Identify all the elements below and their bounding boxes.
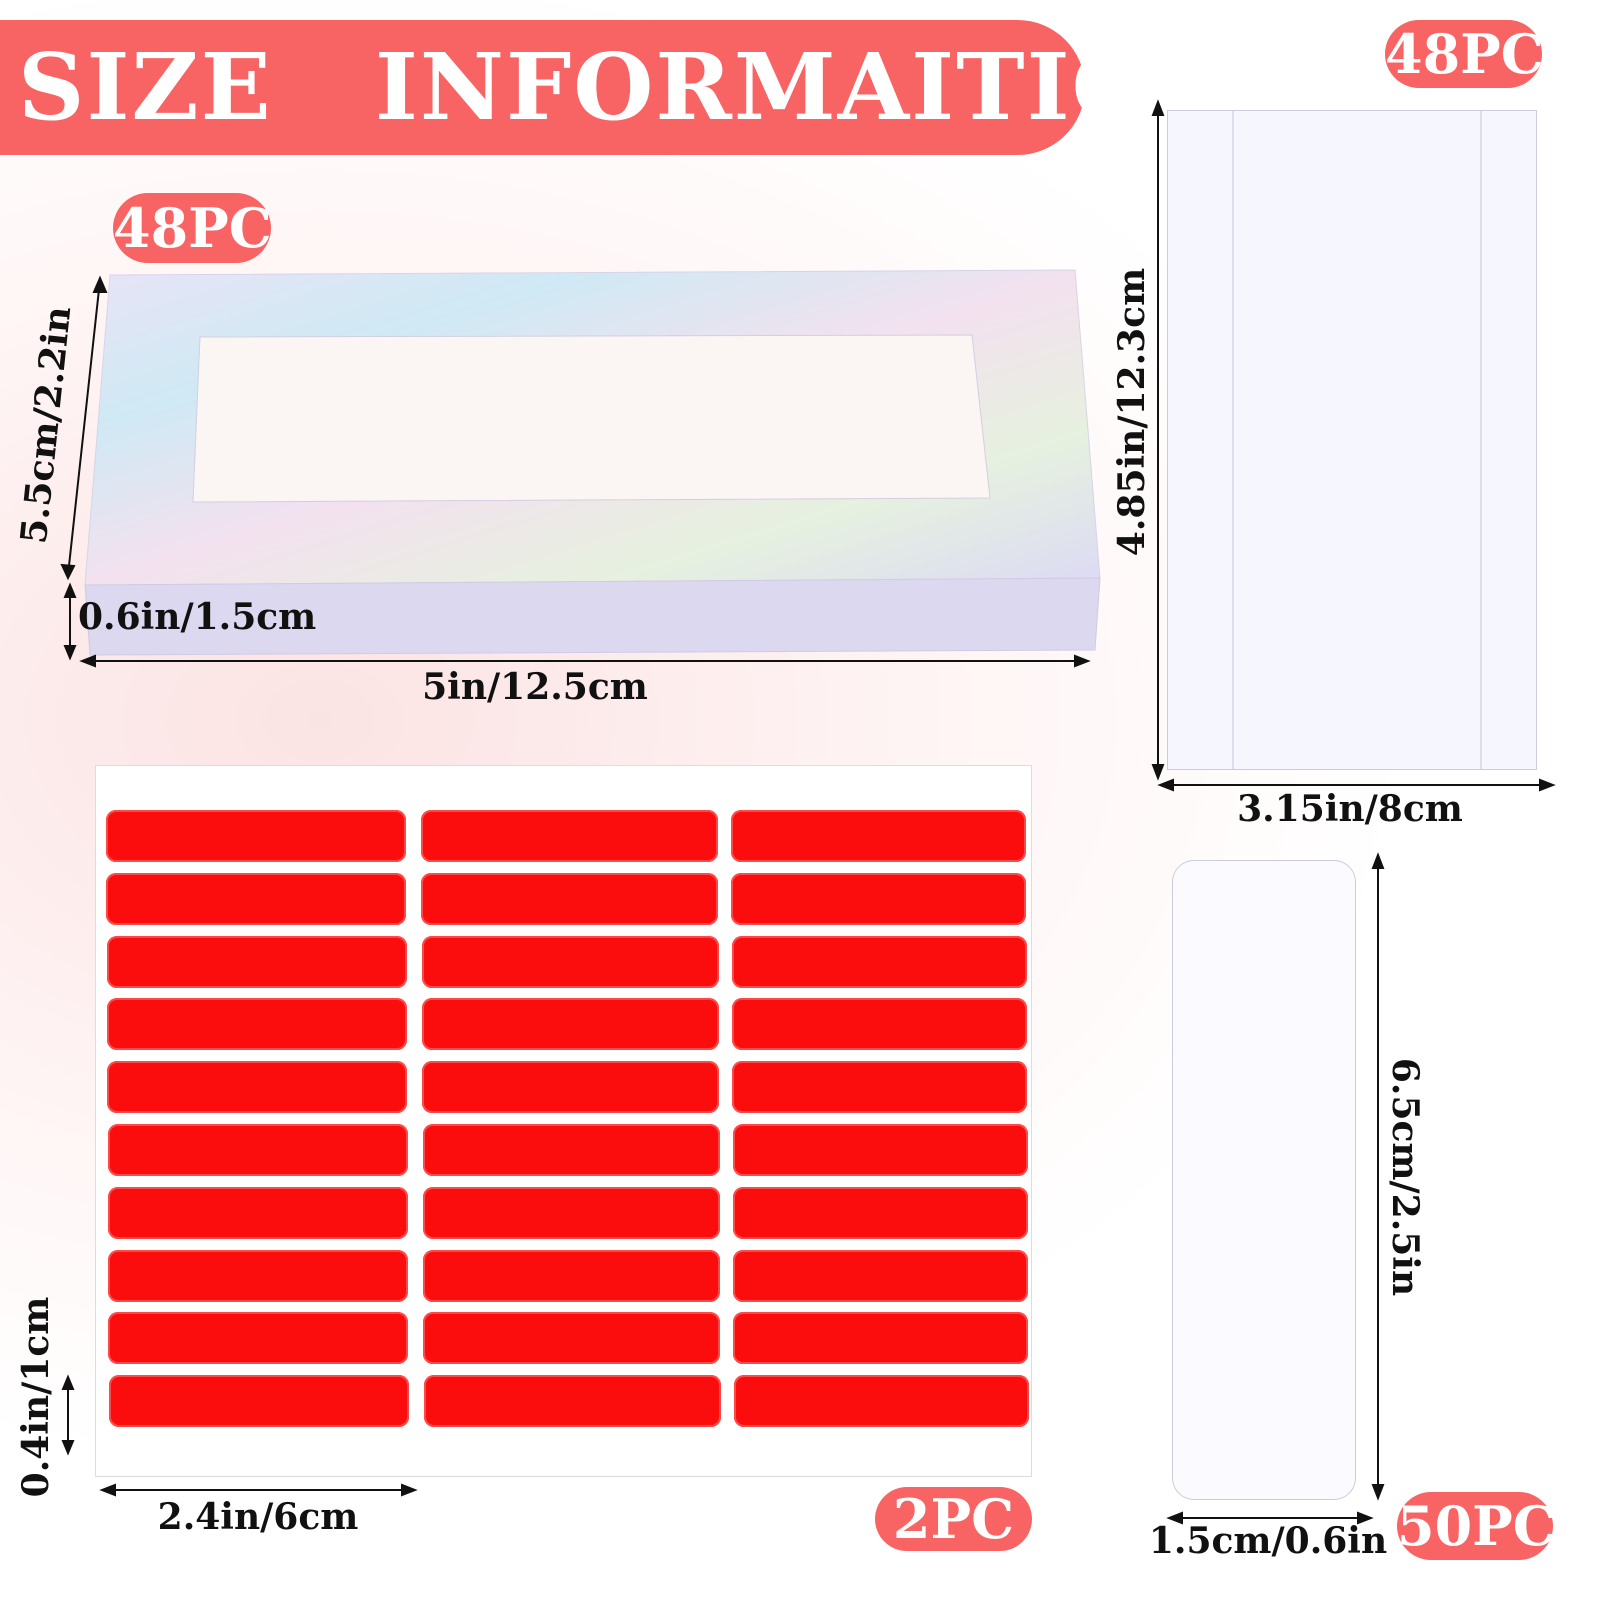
eyelash-box-image (84, 269, 1101, 656)
box-depth-label: 0.6in/1.5cm (78, 596, 317, 638)
sticker-strip (423, 1312, 720, 1365)
strip-count-badge: 50PC (1397, 1492, 1556, 1560)
box-width-label: 5in/12.5cm (422, 666, 648, 708)
clear-strip-image (1172, 860, 1356, 1500)
sticker-strip (733, 1186, 1028, 1239)
sticker-strip (109, 1375, 409, 1428)
sticker-strip (107, 998, 407, 1051)
sticker-strip (423, 1186, 720, 1239)
sticker-strip (422, 1061, 719, 1114)
clear-sheet-image (1167, 110, 1537, 770)
sticker-width-label: 2.4in/6cm (157, 1496, 359, 1538)
sticker-strip (421, 872, 718, 925)
sticker-strip (422, 935, 719, 988)
sticker-strip (733, 1124, 1028, 1176)
sticker-strip (732, 998, 1027, 1051)
sticker-strip (422, 998, 719, 1051)
sticker-strip (106, 810, 406, 862)
sticker-strip (107, 935, 407, 988)
sheet-count-badge: 48PC (1385, 20, 1544, 88)
sticker-sheet-image (95, 765, 1032, 1477)
sticker-strip (108, 1249, 408, 1302)
sticker-strip (731, 872, 1026, 925)
sticker-strip (732, 1061, 1027, 1114)
strip-height-label: 6.5cm/2.5in (1384, 1057, 1426, 1297)
sticker-strip (731, 810, 1026, 862)
sheet-width-label: 3.15in/8cm (1237, 788, 1463, 830)
sticker-height-label: 0.4in/1cm (15, 1296, 57, 1498)
sticker-strip (108, 1186, 408, 1239)
sticker-strip (106, 872, 406, 925)
strip-width-label: 1.5cm/0.6in (1148, 1520, 1388, 1562)
title-banner: SIZE INFORMAITION (0, 20, 1238, 155)
sticker-strip (423, 1249, 720, 1302)
sticker-strip (423, 1124, 720, 1176)
sticker-strip (107, 1061, 407, 1114)
sticker-strip (424, 1375, 721, 1428)
box-count-badge: 48PC (113, 193, 272, 263)
sticker-strip (732, 935, 1027, 988)
sticker-strip (733, 1249, 1028, 1302)
sticker-strip (108, 1124, 408, 1176)
sheet-height-label: 4.85in/12.3cm (1111, 267, 1153, 557)
sticker-count-badge: 2PC (875, 1487, 1032, 1551)
sticker-strip (734, 1375, 1029, 1428)
sticker-strip (421, 810, 718, 862)
sticker-strip (108, 1312, 408, 1365)
sticker-strip (733, 1312, 1028, 1365)
